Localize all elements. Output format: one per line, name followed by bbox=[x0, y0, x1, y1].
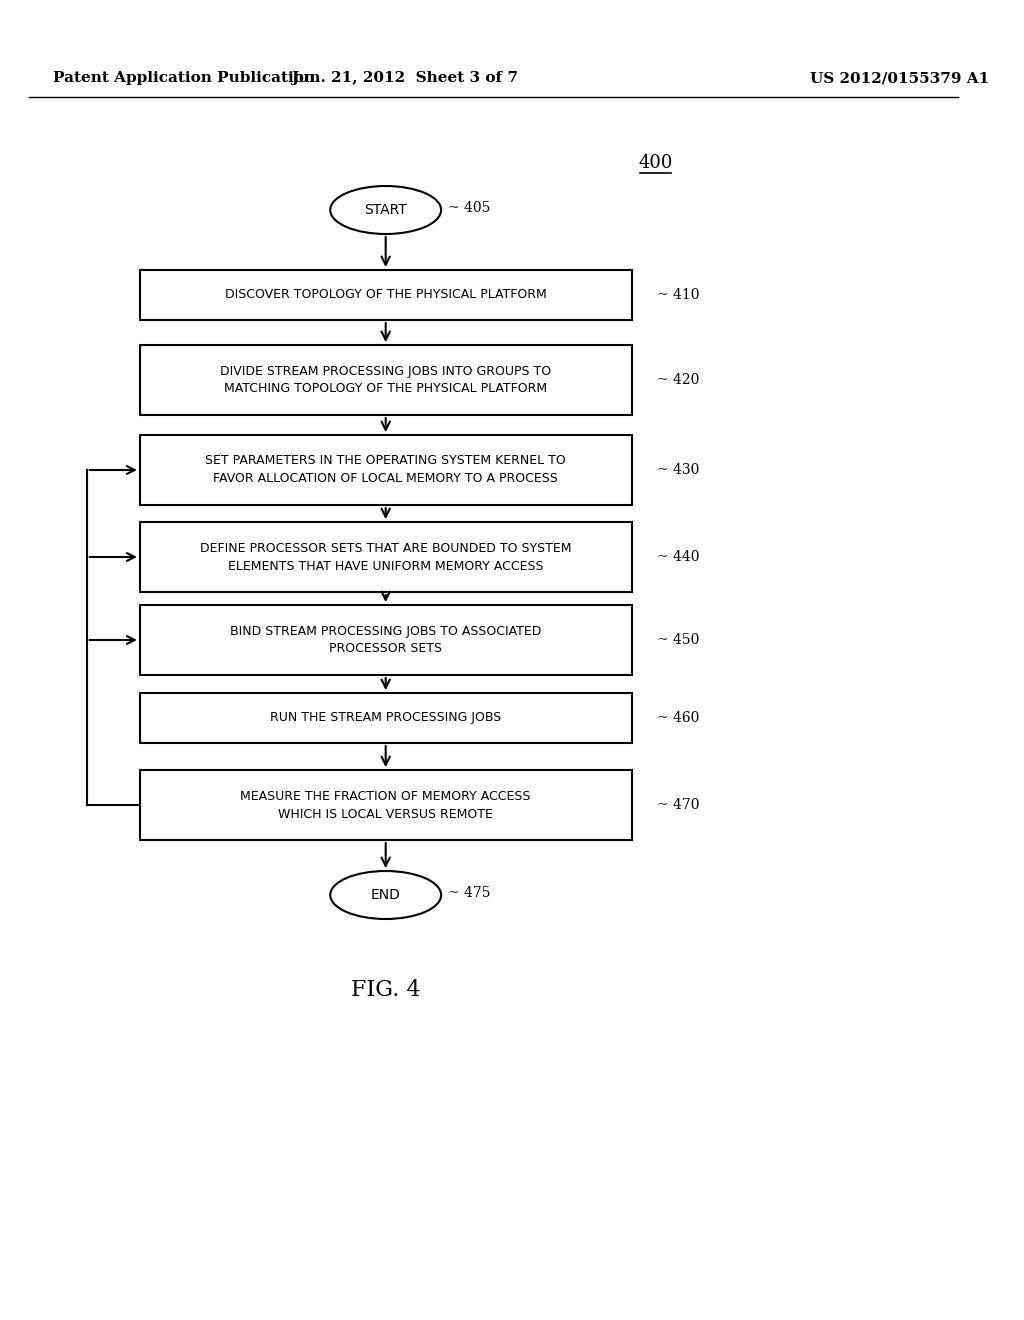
Text: FIG. 4: FIG. 4 bbox=[351, 979, 421, 1001]
Text: 400: 400 bbox=[639, 154, 673, 172]
FancyBboxPatch shape bbox=[140, 436, 632, 506]
Text: US 2012/0155379 A1: US 2012/0155379 A1 bbox=[810, 71, 989, 84]
FancyBboxPatch shape bbox=[140, 521, 632, 591]
Text: START: START bbox=[365, 203, 408, 216]
Text: ~ 405: ~ 405 bbox=[449, 201, 490, 215]
Text: ~ 470: ~ 470 bbox=[656, 799, 699, 812]
Text: SET PARAMETERS IN THE OPERATING SYSTEM KERNEL TO
FAVOR ALLOCATION OF LOCAL MEMOR: SET PARAMETERS IN THE OPERATING SYSTEM K… bbox=[205, 454, 566, 486]
Text: ~ 440: ~ 440 bbox=[656, 550, 699, 564]
Text: BIND STREAM PROCESSING JOBS TO ASSOCIATED
PROCESSOR SETS: BIND STREAM PROCESSING JOBS TO ASSOCIATE… bbox=[230, 624, 542, 656]
Text: ~ 420: ~ 420 bbox=[656, 374, 699, 387]
Text: ~ 450: ~ 450 bbox=[656, 634, 699, 647]
Text: DIVIDE STREAM PROCESSING JOBS INTO GROUPS TO
MATCHING TOPOLOGY OF THE PHYSICAL P: DIVIDE STREAM PROCESSING JOBS INTO GROUP… bbox=[220, 364, 551, 396]
Text: END: END bbox=[371, 888, 400, 902]
Text: Patent Application Publication: Patent Application Publication bbox=[53, 71, 315, 84]
Text: DEFINE PROCESSOR SETS THAT ARE BOUNDED TO SYSTEM
ELEMENTS THAT HAVE UNIFORM MEMO: DEFINE PROCESSOR SETS THAT ARE BOUNDED T… bbox=[200, 541, 571, 573]
FancyBboxPatch shape bbox=[140, 345, 632, 414]
Text: MEASURE THE FRACTION OF MEMORY ACCESS
WHICH IS LOCAL VERSUS REMOTE: MEASURE THE FRACTION OF MEMORY ACCESS WH… bbox=[241, 789, 530, 821]
Text: ~ 430: ~ 430 bbox=[656, 463, 699, 477]
FancyBboxPatch shape bbox=[140, 693, 632, 743]
Text: ~ 410: ~ 410 bbox=[656, 288, 699, 302]
Text: RUN THE STREAM PROCESSING JOBS: RUN THE STREAM PROCESSING JOBS bbox=[270, 711, 502, 725]
Text: ~ 460: ~ 460 bbox=[656, 711, 699, 725]
FancyBboxPatch shape bbox=[140, 271, 632, 319]
Text: Jun. 21, 2012  Sheet 3 of 7: Jun. 21, 2012 Sheet 3 of 7 bbox=[292, 71, 518, 84]
FancyBboxPatch shape bbox=[140, 605, 632, 675]
Text: DISCOVER TOPOLOGY OF THE PHYSICAL PLATFORM: DISCOVER TOPOLOGY OF THE PHYSICAL PLATFO… bbox=[225, 289, 547, 301]
Text: ~ 475: ~ 475 bbox=[449, 886, 490, 900]
FancyBboxPatch shape bbox=[140, 770, 632, 840]
